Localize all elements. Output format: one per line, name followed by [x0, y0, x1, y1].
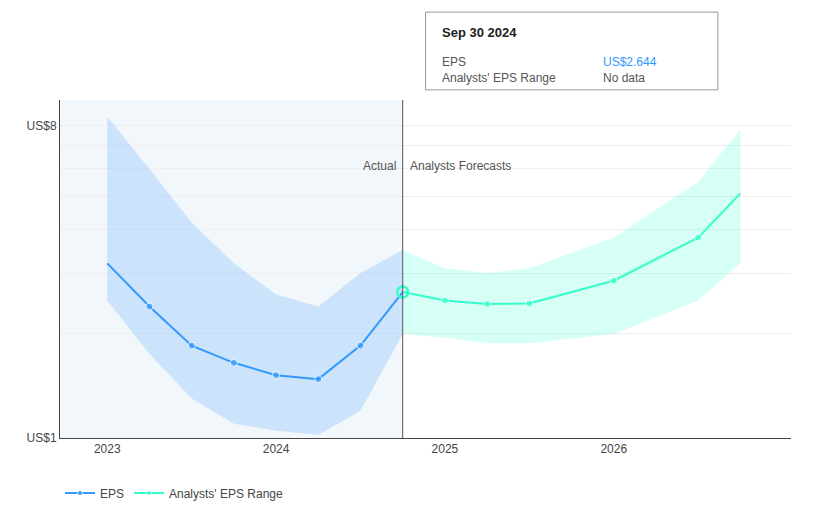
svg-text:EPSAnalysts' EPS Range: EPSAnalysts' EPS Range: [442, 55, 556, 85]
svg-text:2025: 2025: [432, 442, 459, 456]
svg-text:2024: 2024: [263, 442, 290, 456]
svg-text:2026: 2026: [600, 442, 627, 456]
svg-text:US$8: US$8: [27, 119, 57, 133]
svg-text:2023: 2023: [94, 442, 121, 456]
svg-text:Actual: Actual: [363, 159, 396, 173]
svg-text:EPS: EPS: [100, 487, 124, 501]
svg-text:Sep 30 2024: Sep 30 2024: [442, 25, 517, 40]
svg-text:Analysts' EPS Range: Analysts' EPS Range: [169, 487, 283, 501]
svg-text:US$2.644No data: US$2.644No data: [603, 55, 657, 85]
svg-text:US$1: US$1: [27, 431, 57, 445]
svg-text:Analysts Forecasts: Analysts Forecasts: [410, 159, 511, 173]
